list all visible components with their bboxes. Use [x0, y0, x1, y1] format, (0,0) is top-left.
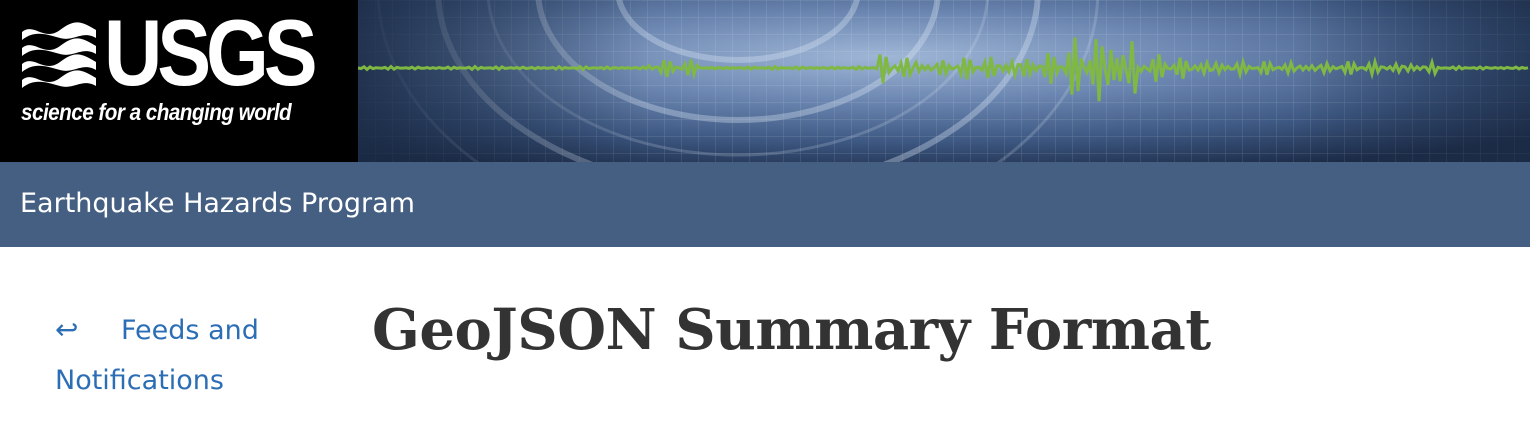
back-link-label: Feeds and Notifications: [55, 315, 259, 396]
usgs-logo-text: USGS: [104, 0, 318, 105]
usgs-logo[interactable]: USGS science for a changing world: [0, 0, 358, 162]
program-bar: Earthquake Hazards Program: [0, 162, 1530, 247]
back-link-feeds-and-notifications[interactable]: ↩ Feeds and Notifications: [55, 305, 295, 406]
back-arrow-icon: ↩: [55, 313, 79, 346]
program-title-link[interactable]: Earthquake Hazards Program: [20, 188, 415, 219]
usgs-wave-logo-icon: [20, 18, 98, 90]
seismogram-banner: [358, 0, 1530, 162]
page-title: GeoJSON Summary Format: [372, 297, 1211, 363]
usgs-tagline: science for a changing world: [21, 99, 292, 125]
site-header: USGS science for a changing world: [0, 0, 1530, 162]
main-content: ↩ Feeds and Notifications GeoJSON Summary…: [0, 247, 1530, 424]
seismogram-trace: [358, 37, 1529, 102]
